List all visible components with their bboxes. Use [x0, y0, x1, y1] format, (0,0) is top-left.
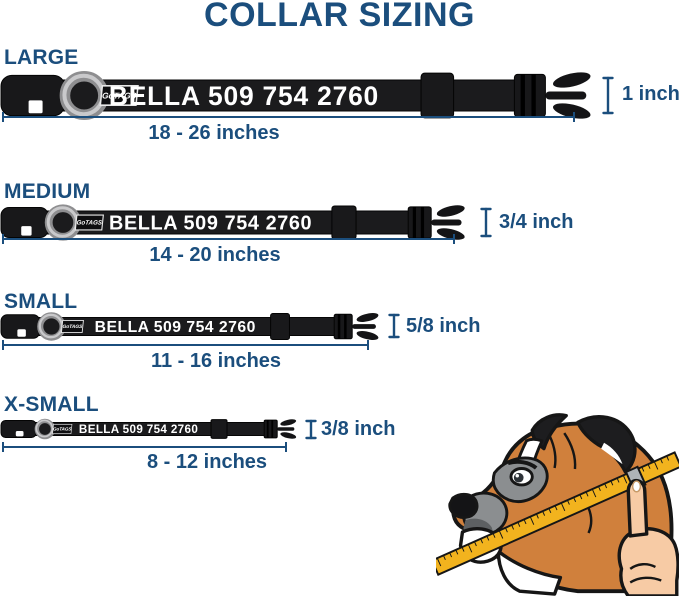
dog-nose	[448, 492, 479, 519]
buckle-male	[407, 205, 432, 239]
brand-patch: GoTAGS	[52, 424, 73, 434]
brand-logo-text: GoTAGS	[53, 427, 72, 432]
strap-slider	[331, 204, 357, 240]
strap-slider	[210, 419, 228, 439]
fingernail	[631, 480, 642, 493]
length-measure-line	[2, 234, 455, 244]
hand-icon	[617, 478, 679, 596]
width-value: 1 inch	[622, 83, 679, 105]
personalized-collar-text: BELLA 509 754 2760	[109, 81, 379, 111]
measuring-tape-icon	[436, 451, 679, 576]
size-name-label: SMALL	[4, 290, 78, 313]
size-name-label: MEDIUM	[4, 180, 91, 203]
dog-chest-white	[496, 549, 563, 596]
personalized-collar-text: BELLA 509 754 2760	[109, 212, 312, 234]
size-name-label: LARGE	[4, 46, 79, 69]
brand-logo-text: GoTAGS	[102, 90, 138, 100]
length-measure-line	[2, 442, 287, 452]
length-range: 11 - 16 inches	[150, 350, 282, 372]
width-marker-icon	[305, 419, 317, 439]
length-range: 8 - 12 inches	[146, 451, 268, 473]
strap-slider	[270, 312, 290, 340]
brand-logo-text: GoTAGS	[62, 324, 83, 330]
length-range: 18 - 26 inches	[148, 122, 280, 144]
dog-neck-measuring-illustration	[436, 413, 679, 596]
collar-illustration-x-small: GoTAGS BELLA 509 754 2760	[0, 418, 297, 440]
length-measure-line	[2, 112, 575, 122]
width-marker-icon	[602, 76, 614, 114]
brand-patch: GoTAGS	[60, 319, 84, 333]
buckle-male	[333, 313, 353, 339]
page-title: COLLAR SIZING	[204, 0, 475, 34]
brand-patch: GoTAGS	[74, 213, 104, 231]
personalized-collar-text: BELLA 509 754 2760	[79, 423, 198, 436]
strap-slider	[420, 72, 455, 118]
length-range: 14 - 20 inches	[149, 244, 281, 266]
collar-illustration-small: GoTAGS BELLA 509 754 2760	[0, 311, 379, 341]
buckle-male	[263, 419, 278, 439]
width-marker-icon	[388, 313, 400, 339]
width-value: 3/4 inch	[499, 211, 574, 233]
size-name-label: X-SMALL	[4, 393, 99, 416]
width-value: 5/8 inch	[406, 315, 481, 337]
brand-patch: GoTAGS	[99, 84, 139, 106]
personalized-collar-text: BELLA 509 754 2760	[95, 319, 256, 336]
width-marker-icon	[480, 207, 492, 237]
brand-logo-text: GoTAGS	[76, 219, 103, 226]
buckle-male	[513, 73, 546, 117]
collar-illustration-medium: GoTAGS BELLA 509 754 2760	[0, 203, 465, 241]
width-value: 3/8 inch	[321, 418, 396, 440]
length-measure-line	[2, 340, 369, 350]
